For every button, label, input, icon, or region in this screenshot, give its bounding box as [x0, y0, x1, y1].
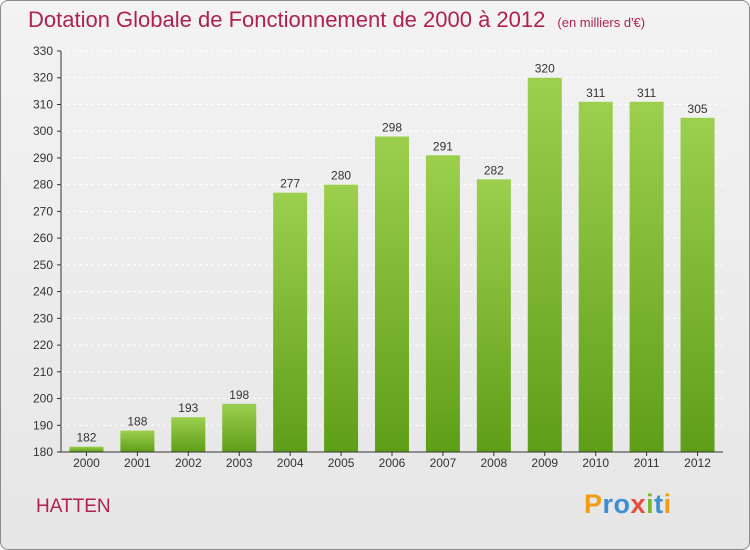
bar-value-label: 188: [127, 415, 147, 429]
axes: 180 190 200 210 220 230 240 250 260 270 280 290 300 3…: [33, 44, 723, 470]
bar-2006: [375, 136, 409, 452]
bar-value-label: 182: [76, 431, 96, 445]
bar-2011: [629, 101, 664, 452]
bar-2009: [527, 77, 562, 452]
bar-2001: [120, 430, 155, 452]
logo-letter: t: [654, 489, 664, 519]
x-tick-label: 2001: [124, 456, 151, 470]
bar-2004: [273, 192, 308, 453]
logo-letter: r: [602, 489, 614, 519]
y-tick-label: 270: [33, 204, 53, 218]
bar-2002: [171, 417, 206, 452]
y-tick-label: 180: [33, 445, 53, 459]
bar-value-label: 298: [382, 121, 402, 135]
y-tick-label: 250: [33, 258, 53, 272]
logo-letter: i: [646, 489, 655, 519]
y-tick-label: 200: [33, 392, 53, 406]
bar-value-label: 305: [688, 102, 708, 116]
y-tick-label: 320: [33, 71, 53, 85]
y-tick-label: 280: [33, 178, 53, 192]
bar-value-label: 291: [433, 139, 453, 153]
y-tick-label: 310: [33, 97, 53, 111]
x-tick-label: 2007: [430, 456, 457, 470]
y-tick-label: 190: [33, 418, 53, 432]
x-tick-label: 2002: [175, 456, 202, 470]
logo-letter: P: [584, 489, 603, 519]
bar-2003: [222, 403, 257, 452]
bar-2010: [578, 101, 613, 452]
x-tick-label: 2011: [634, 456, 660, 470]
x-tick-label: 2003: [226, 456, 253, 470]
logo-letter: i: [663, 489, 672, 519]
y-tick-label: 330: [33, 44, 53, 58]
y-tick-label: 210: [33, 365, 53, 379]
bar-value-label: 320: [535, 62, 555, 76]
bar-2012: [680, 117, 715, 452]
bar-value-label: 277: [280, 177, 300, 191]
x-tick-label: 2005: [328, 456, 355, 470]
x-tick-label: 2012: [684, 456, 711, 470]
x-tick-label: 2009: [531, 456, 558, 470]
bars: 182 188 193 198 277 280 298 291 282 320 311 311 305: [69, 62, 715, 453]
y-tick-label: 300: [33, 124, 53, 138]
unit-note: (en milliers d'€): [557, 15, 646, 30]
x-tick-label: 2008: [480, 456, 507, 470]
y-tick-label: 290: [33, 151, 53, 165]
commune-name: HATTEN: [36, 496, 111, 517]
x-tick-label: 2004: [277, 456, 304, 470]
proxiti-logo: Proxiti: [584, 489, 672, 520]
bar-value-label: 198: [229, 388, 249, 402]
bar-2005: [324, 184, 359, 452]
y-tick-label: 260: [33, 231, 53, 245]
bar-value-label: 280: [331, 169, 351, 183]
y-tick-label: 240: [33, 285, 53, 299]
chart-title: Dotation Globale de Fonctionnement de 20…: [28, 7, 645, 33]
x-tick-label: 2010: [582, 456, 609, 470]
logo-letter: o: [613, 489, 631, 519]
y-tick-label: 230: [33, 311, 53, 325]
x-tick-label: 2006: [379, 456, 406, 470]
bar-value-label: 311: [586, 86, 605, 100]
bar-value-label: 311: [637, 86, 656, 100]
bar-2000: [69, 446, 104, 452]
logo-letter: x: [630, 489, 647, 519]
title-text: Dotation Globale de Fonctionnement de 20…: [28, 7, 546, 32]
bar-value-label: 193: [178, 401, 198, 415]
bar-2008: [476, 179, 511, 452]
bar-2007: [425, 155, 460, 452]
bar-value-label: 282: [484, 163, 504, 177]
y-tick-label: 220: [33, 338, 53, 352]
x-tick-label: 2000: [73, 456, 100, 470]
